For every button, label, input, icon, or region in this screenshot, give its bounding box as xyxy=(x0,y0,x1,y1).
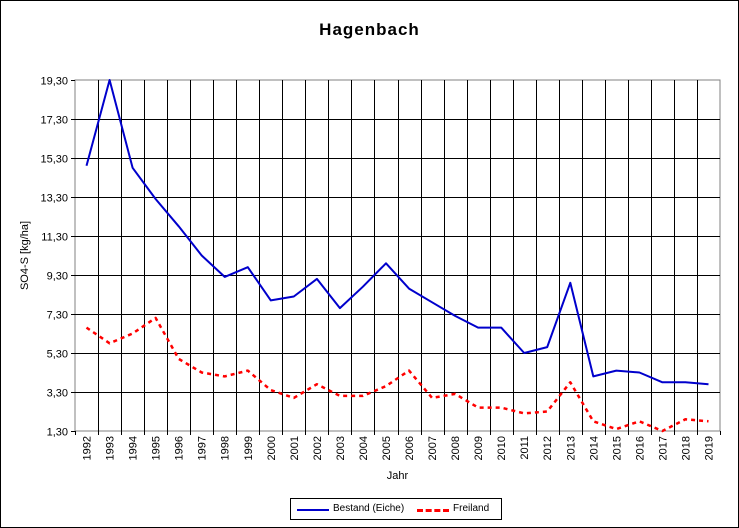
y-tick-label: 19,30 xyxy=(40,76,68,88)
series-group xyxy=(85,79,709,433)
x-tick-label: 2016 xyxy=(634,436,646,460)
series-line-bestand xyxy=(85,79,709,386)
x-tick-label: 1994 xyxy=(128,436,140,460)
x-tick-label: 2006 xyxy=(404,436,416,460)
y-tick-label: 15,30 xyxy=(40,154,68,166)
y-axis-label: SO4-S [kg/ha] xyxy=(19,221,31,290)
x-tick-label: 2003 xyxy=(335,436,347,460)
x-axis-label: Jahr xyxy=(387,470,409,482)
y-tick-label: 7,30 xyxy=(47,310,68,322)
legend: Bestand (Eiche) Freiland xyxy=(290,498,502,520)
x-tick-label: 2011 xyxy=(519,436,531,460)
x-tick-label: 2017 xyxy=(657,436,669,460)
x-tick-label: 1995 xyxy=(151,436,163,460)
y-tick-label: 1,30 xyxy=(47,427,68,439)
legend-swatch-freiland xyxy=(417,509,449,512)
x-tick-label: 2005 xyxy=(381,436,393,460)
legend-label-bestand: Bestand (Eiche) xyxy=(333,503,405,514)
x-tick-label: 2004 xyxy=(358,436,370,460)
x-tick-label: 2013 xyxy=(565,436,577,460)
x-axis-ticks: 1992 1993 1994 1995 1996 1997 1998 1999 2000 2001… xyxy=(75,431,721,460)
y-tick-label: 17,30 xyxy=(40,115,68,127)
x-tick-label: 2018 xyxy=(680,436,692,460)
legend-label-freiland: Freiland xyxy=(453,503,490,514)
x-tick-label: 1999 xyxy=(243,436,255,460)
legend-swatch-bestand xyxy=(297,509,329,511)
x-tick-label: 2009 xyxy=(473,436,485,460)
y-tick-label: 5,30 xyxy=(47,349,68,361)
x-tick-label: 2015 xyxy=(611,436,623,460)
x-tick-label: 1997 xyxy=(197,436,209,460)
x-tick-label: 2001 xyxy=(289,436,301,460)
x-tick-label: 2014 xyxy=(588,436,600,460)
y-tick-label: 3,30 xyxy=(47,388,68,400)
chart-title: Hagenbach xyxy=(319,20,420,39)
x-tick-label: 1996 xyxy=(174,436,186,460)
vertical-gridlines xyxy=(98,80,698,431)
series-line-freiland xyxy=(85,316,709,433)
x-tick-label: 1998 xyxy=(220,436,232,460)
x-tick-label: 2019 xyxy=(703,436,715,460)
x-tick-label: 2012 xyxy=(542,436,554,460)
x-tick-label: 2002 xyxy=(312,436,324,460)
x-tick-label: 1993 xyxy=(105,436,117,460)
x-tick-label: 2010 xyxy=(496,436,508,460)
x-tick-label: 2008 xyxy=(450,436,462,460)
x-tick-label: 2000 xyxy=(266,436,278,460)
y-tick-label: 13,30 xyxy=(40,193,68,205)
y-tick-label: 11,30 xyxy=(41,232,68,244)
x-tick-label: 2007 xyxy=(427,436,439,460)
y-axis-ticks: 1,30 3,30 5,30 7,30 9,30 11,30 13,30 15,30 17,30… xyxy=(40,76,75,439)
x-tick-label: 1992 xyxy=(82,436,94,460)
y-tick-label: 9,30 xyxy=(47,271,68,283)
